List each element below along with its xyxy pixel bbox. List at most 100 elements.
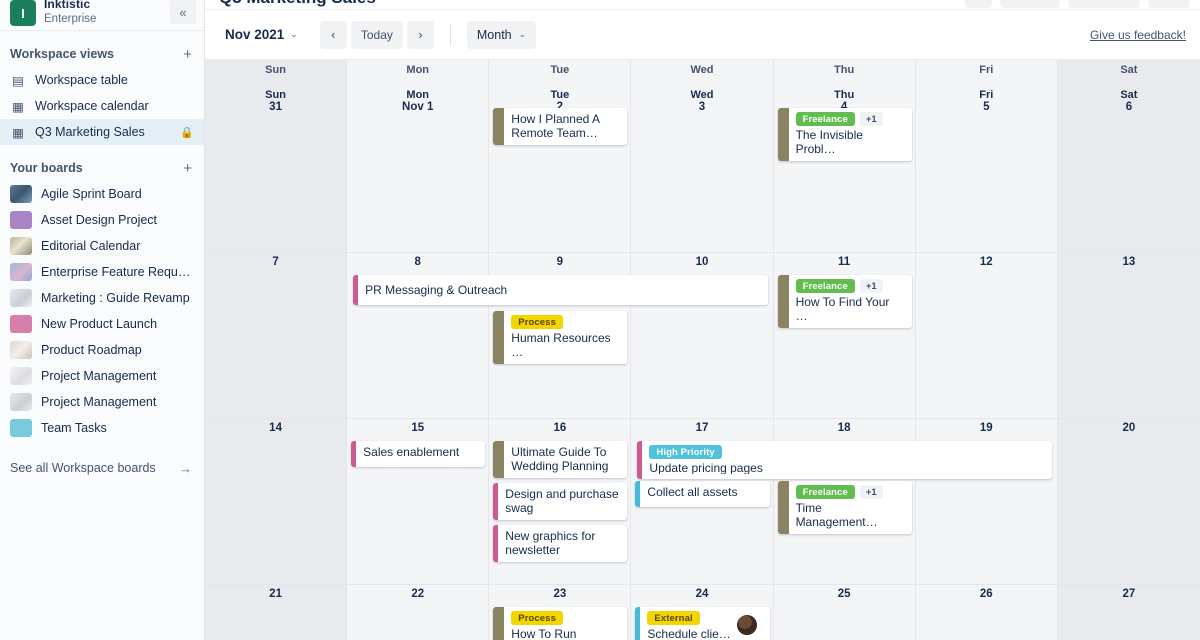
see-all-workspace-boards-link[interactable]: See all Workspace boards → [0, 455, 204, 481]
calendar-event-card[interactable]: External Schedule clie… [635, 607, 770, 640]
calendar-dow-header: Wed [631, 60, 774, 86]
calendar-day-events: Ultimate Guide To Wedding Planning Design… [489, 441, 631, 584]
event-label-more-badge[interactable]: +1 [859, 485, 883, 499]
calendar-event-card[interactable]: Collect all assets [635, 481, 770, 507]
prev-period-button[interactable]: ‹ [319, 20, 347, 49]
collapse-sidebar-icon[interactable]: « [170, 0, 196, 24]
today-button[interactable]: Today [350, 20, 403, 49]
calendar-day-cell[interactable]: Wed 3 [631, 86, 774, 252]
sidebar-board-label: Team Tasks [41, 421, 107, 435]
toolbar-divider [449, 23, 451, 46]
sidebar-view-item[interactable]: ▦ Workspace calendar [0, 93, 204, 119]
event-label-badge[interactable]: External [647, 611, 700, 625]
event-label-badge[interactable]: High Priority [649, 445, 722, 459]
your-boards-section: Your boards + Agile Sprint Board Asset De… [0, 145, 204, 441]
sidebar-board-item[interactable]: Marketing : Guide Revamp [0, 285, 204, 311]
event-label-more-badge[interactable]: +1 [859, 112, 883, 126]
calendar-day-dow: Sun [265, 89, 286, 101]
topbar-buttons [965, 0, 1190, 8]
calendar-day-cell[interactable]: 21 [205, 585, 348, 640]
boards-list: Agile Sprint Board Asset Design Project Ed… [0, 181, 204, 441]
calendar-day-number: 22 [411, 588, 425, 600]
topbar-button-3[interactable] [1068, 0, 1140, 8]
event-body: Collect all assets [640, 481, 769, 507]
topbar-button-2[interactable] [1000, 0, 1060, 8]
calendar-day-cell[interactable]: 22 [347, 585, 490, 640]
sidebar-board-item[interactable]: Product Roadmap [0, 337, 204, 363]
event-label-more-badge[interactable]: +1 [859, 279, 883, 293]
calendar-day-number: Sun 31 [205, 86, 346, 113]
sidebar-board-item[interactable]: Project Management [0, 363, 204, 389]
event-title: How To Find Your … [795, 295, 890, 323]
calendar-event-card[interactable]: Freelance +1 Time Management… [777, 481, 912, 534]
calendar-day-cell[interactable]: Fri 5 [915, 86, 1058, 252]
event-label-badge[interactable]: Freelance [795, 279, 855, 293]
calendar-day-cell[interactable]: 27 [1057, 585, 1200, 640]
sidebar-board-item[interactable]: Editorial Calendar [0, 233, 204, 259]
sidebar-board-item[interactable]: Asset Design Project [0, 207, 204, 233]
calendar-day-events [1058, 108, 1200, 252]
calendar-event-card[interactable]: Process Human Resources … [493, 311, 628, 364]
your-boards-header: Your boards + [0, 155, 204, 181]
calendar-event-card[interactable]: Freelance +1 How To Find Your … [777, 275, 912, 328]
calendar-event-card[interactable]: Ultimate Guide To Wedding Planning [493, 441, 628, 478]
sidebar-board-item[interactable]: Agile Sprint Board [0, 181, 204, 207]
calendar-day-dow: Wed [690, 89, 714, 101]
calendar-day-num: 31 [269, 101, 282, 113]
sidebar-board-item[interactable]: Project Management [0, 389, 204, 415]
event-body: PR Messaging & Outreach [358, 275, 767, 305]
view-mode-selector[interactable]: Month ⌄ [466, 20, 537, 49]
board-thumbnail-icon [10, 263, 32, 281]
workspace-views-section: Workspace views + ▤ Workspace table ▦ Works… [0, 31, 204, 145]
calendar-day-cell[interactable]: 7 [205, 253, 348, 418]
calendar-multiday-event-bar[interactable]: PR Messaging & Outreach [353, 275, 768, 305]
calendar-event-card[interactable]: How I Planned A Remote Team… [493, 108, 628, 145]
workspace-header[interactable]: I Inktistic Enterprise « [0, 0, 204, 31]
calendar-multiday-event-bar[interactable]: High Priority Update pricing pages [637, 441, 1052, 479]
topbar-button-1[interactable] [965, 0, 992, 8]
board-thumbnail-icon [10, 289, 32, 307]
calendar-day-cell[interactable]: Mon Nov 1 [347, 86, 490, 252]
calendar-event-card[interactable]: Design and purchase swag [493, 483, 628, 520]
calendar-day-number: Wed 3 [631, 86, 772, 113]
sidebar-view-label: Workspace table [35, 73, 128, 87]
topbar-button-4[interactable] [1148, 0, 1190, 8]
board-thumbnail-icon [10, 315, 32, 333]
calendar-day-cell[interactable]: 26 [915, 585, 1058, 640]
calendar-day-number: 25 [837, 588, 851, 600]
event-label-badge[interactable]: Process [511, 611, 563, 625]
give-feedback-link[interactable]: Give us feedback! [1089, 27, 1186, 42]
add-board-icon[interactable]: + [183, 159, 192, 177]
next-period-button[interactable]: › [406, 20, 434, 49]
calendar-event-card[interactable]: New graphics for newsletter [493, 525, 628, 562]
month-selector[interactable]: Nov 2021 ⌄ [219, 22, 304, 47]
calendar-event-card[interactable]: Freelance +1 The Invisible Probl… [777, 108, 912, 161]
calendar-day-events: Freelance +1 How To Find Your … [774, 275, 916, 418]
calendar-day-cell[interactable]: 25 [773, 585, 916, 640]
calendar-day-cell[interactable]: Sun 31 [205, 86, 348, 252]
calendar-day-cell[interactable]: 20 [1057, 419, 1200, 584]
calendar-day-cell[interactable]: Sat 6 [1057, 86, 1200, 252]
add-view-icon[interactable]: + [183, 45, 192, 63]
board-title: Q3 Marketing Sales [219, 0, 376, 8]
calendar-day-number: 15 [411, 422, 425, 434]
calendar-day-cell[interactable]: 14 [205, 419, 348, 584]
calendar-day-dow: Fri [979, 89, 994, 101]
event-label-badge[interactable]: Freelance [795, 112, 855, 126]
sidebar-view-item[interactable]: ▦ Q3 Marketing Sales 🔒 [0, 119, 204, 145]
calendar-day-cell[interactable]: 13 [1057, 253, 1200, 418]
sidebar-view-item[interactable]: ▤ Workspace table [0, 67, 204, 93]
calendar-day-cell[interactable]: 12 [915, 253, 1058, 418]
sidebar-board-item[interactable]: Team Tasks [0, 415, 204, 441]
workspace-views-title: Workspace views [10, 47, 114, 61]
calendar-event-card[interactable]: Process How To Run Comp… [493, 607, 628, 640]
event-label-badge[interactable]: Process [511, 315, 563, 329]
event-label-badge[interactable]: Freelance [795, 485, 855, 499]
calendar-event-card[interactable]: Sales enablement [351, 441, 486, 467]
sidebar-board-item[interactable]: Enterprise Feature Requests [0, 259, 204, 285]
member-avatar[interactable] [735, 614, 758, 636]
sidebar-board-item[interactable]: New Product Launch [0, 311, 204, 337]
calendar-day-events [1058, 607, 1200, 640]
event-title: New graphics for newsletter [505, 529, 596, 557]
